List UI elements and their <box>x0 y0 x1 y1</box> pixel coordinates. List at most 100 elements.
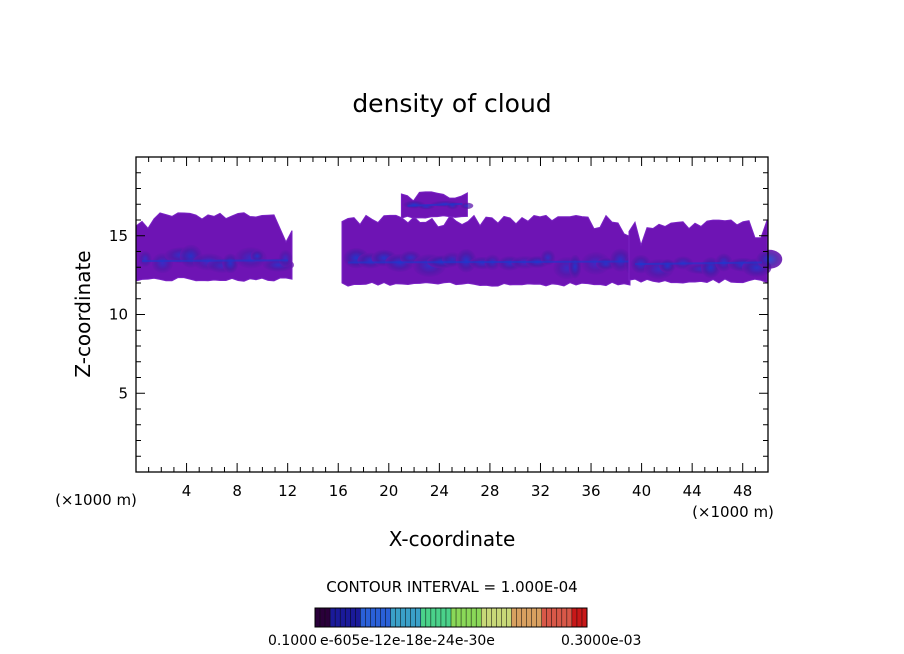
colorbar-cell <box>551 608 557 627</box>
colorbar-cell <box>541 608 547 627</box>
colorbar-cell <box>506 608 512 627</box>
colorbar-mid-labels: e-605e-12e-18e-24e-30e <box>320 633 495 649</box>
colorbar-cell <box>581 608 587 627</box>
colorbar-cell <box>375 608 381 627</box>
colorbar-cell <box>435 608 441 627</box>
colorbar-cell <box>395 608 401 627</box>
colorbar-cell <box>385 608 391 627</box>
colorbar-cell <box>576 608 582 627</box>
colorbar-cell <box>355 608 361 627</box>
colorbar-cell <box>451 608 457 627</box>
colorbar-cell <box>350 608 356 627</box>
colorbar-cell <box>370 608 376 627</box>
colorbar-cell <box>456 608 462 627</box>
cloud-core <box>460 202 474 210</box>
colorbar-frame <box>314 607 588 628</box>
x-tick-label: 12 <box>278 482 297 500</box>
cloud-core <box>446 201 459 210</box>
colorbar-cell <box>546 608 552 627</box>
x-tick-label: 40 <box>632 482 651 500</box>
cloud-core <box>138 250 152 267</box>
colorbar-cell <box>571 608 577 627</box>
colorbar-cell <box>405 608 411 627</box>
colorbar-cell <box>365 608 371 627</box>
colorbar-cell <box>400 608 406 627</box>
x-unit-right: (×1000 m) <box>692 503 774 521</box>
y-tick-label: 10 <box>109 306 128 324</box>
colorbar-cell <box>471 608 477 627</box>
cloud-core <box>250 250 265 263</box>
colorbar-cell <box>325 608 331 627</box>
x-ticks: 4 8 12 16 20 24 28 32 36 40 44 48 <box>148 157 756 500</box>
x-tick-label: 28 <box>480 482 499 500</box>
colorbar-cell <box>340 608 346 627</box>
x-tick-label: 44 <box>683 482 702 500</box>
colorbar-cell <box>531 608 537 627</box>
colorbar-cell <box>511 608 517 627</box>
x-tick-label: 8 <box>232 482 242 500</box>
cloud-core-streak <box>141 259 289 262</box>
x-tick-label: 32 <box>531 482 550 500</box>
colorbar-cell <box>466 608 472 627</box>
colorbar-cell <box>345 608 351 627</box>
cloud-core <box>278 249 293 268</box>
x-tick-label: 48 <box>733 482 752 500</box>
colorbar-cell <box>486 608 492 627</box>
colorbar-cell <box>476 608 482 627</box>
cloud-left <box>135 212 295 282</box>
cloud-core <box>756 249 783 269</box>
colorbar <box>314 608 587 627</box>
x-tick-label: 16 <box>329 482 348 500</box>
cloud-core <box>540 249 556 266</box>
colorbar-cell <box>501 608 507 627</box>
colorbar-cell <box>516 608 522 627</box>
cloud-core-streak <box>348 260 630 264</box>
colorbar-cell <box>335 608 341 627</box>
cloud-core <box>455 248 477 273</box>
colorbar-cell <box>360 608 366 627</box>
chart-title: density of cloud <box>352 89 551 118</box>
colorbar-cell <box>330 608 336 627</box>
colorbar-cell <box>390 608 396 627</box>
cloud-core <box>568 254 582 279</box>
colorbar-cell <box>526 608 532 627</box>
colorbar-min-label: 0.1000 <box>268 633 317 649</box>
x-tick-label: 4 <box>182 482 192 500</box>
cloud-right <box>628 219 783 284</box>
colorbar-cell <box>380 608 386 627</box>
y-tick-label: 15 <box>109 227 128 245</box>
colorbar-cell <box>536 608 542 627</box>
colorbar-cell <box>481 608 487 627</box>
colorbar-cell <box>315 608 321 627</box>
colorbar-cell <box>415 608 421 627</box>
cloud-regions <box>135 191 783 287</box>
colorbar-max-label: 0.3000e-03 <box>561 633 641 649</box>
colorbar-cell <box>410 608 416 627</box>
colorbar-cell <box>496 608 502 627</box>
x-tick-label: 36 <box>581 482 600 500</box>
colorbar-cell <box>556 608 562 627</box>
colorbar-cell <box>445 608 451 627</box>
cloud-top-puff <box>400 191 474 219</box>
colorbar-cell <box>566 608 572 627</box>
x-axis-label: X-coordinate <box>389 527 516 551</box>
colorbar-cell <box>420 608 426 627</box>
y-tick-label: 5 <box>118 384 128 402</box>
x-tick-label: 24 <box>430 482 449 500</box>
colorbar-cell <box>425 608 431 627</box>
cloud-core <box>659 259 676 273</box>
colorbar-cell <box>561 608 567 627</box>
y-axis-label: Z-coordinate <box>71 250 95 377</box>
cloud-core-streak <box>407 202 463 207</box>
colorbar-cell <box>430 608 436 627</box>
contour-interval-label: CONTOUR INTERVAL = 1.000E-04 <box>326 578 577 596</box>
cloud-center <box>341 214 641 287</box>
y-ticks: 5 10 15 <box>109 172 768 457</box>
colorbar-cell <box>521 608 527 627</box>
colorbar-cell <box>440 608 446 627</box>
cloud-core-streak <box>634 261 763 266</box>
x-unit-left: (×1000 m) <box>55 491 137 509</box>
colorbar-cell <box>320 608 326 627</box>
cloud-core <box>222 253 239 274</box>
